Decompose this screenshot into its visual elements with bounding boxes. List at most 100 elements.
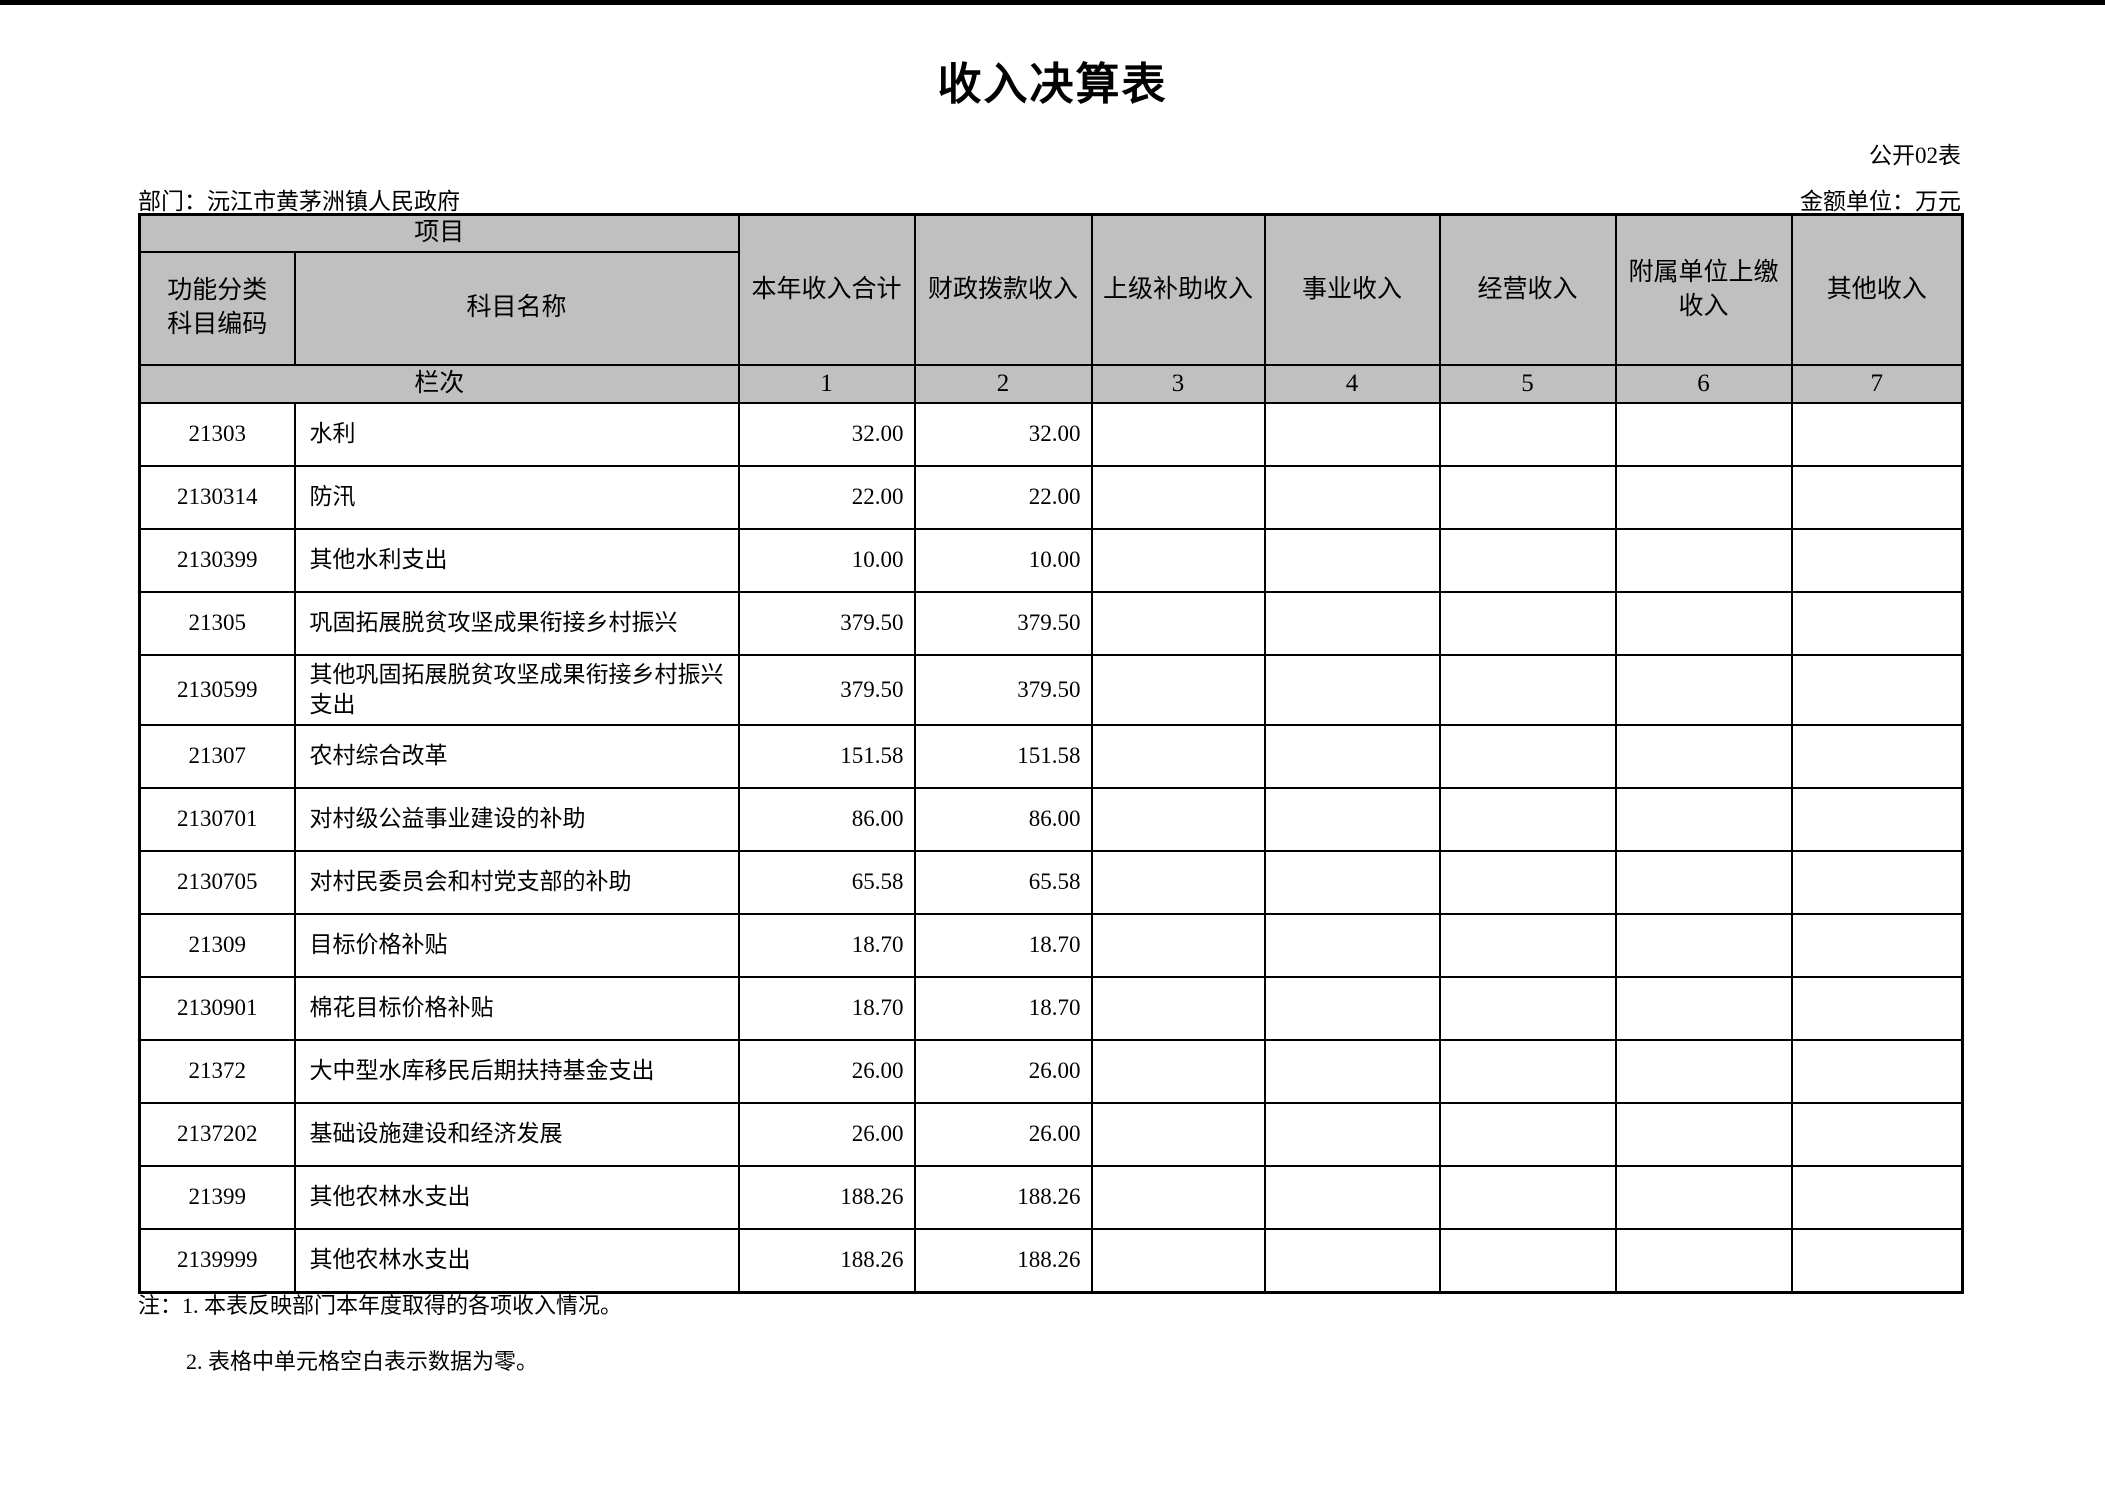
cell-other-income (1790, 1038, 1964, 1104)
header-project: 项目 (138, 213, 740, 253)
cell-business-income (1263, 1227, 1441, 1293)
header-col-total-income: 本年收入合计 (737, 213, 916, 366)
cell-business-income (1263, 975, 1441, 1041)
header-colnum-6: 6 (1614, 363, 1793, 404)
cell-operating-income (1438, 1164, 1617, 1230)
cell-affiliate-remittance (1614, 723, 1793, 789)
header-row-project: 项目 本年收入合计 财政拨款收入 上级补助收入 事业收入 经营收入 附属单位上缴… (138, 213, 1964, 366)
table-header: 项目 本年收入合计 财政拨款收入 上级补助收入 事业收入 经营收入 附属单位上缴… (138, 213, 1964, 404)
header-colnum-1: 1 (737, 363, 916, 404)
cell-business-income (1263, 723, 1441, 789)
cell-superior-subsidy (1090, 653, 1266, 726)
cell-operating-income (1438, 1038, 1617, 1104)
cell-affiliate-remittance (1614, 1227, 1793, 1293)
cell-other-income (1790, 975, 1964, 1041)
cell-superior-subsidy (1090, 1164, 1266, 1230)
cell-affiliate-remittance (1614, 912, 1793, 978)
table-code-label: 公开02表 (1869, 143, 1961, 168)
cell-superior-subsidy (1090, 975, 1266, 1041)
cell-operating-income (1438, 653, 1617, 726)
cell-other-income (1790, 401, 1964, 467)
cell-other-income (1790, 464, 1964, 530)
cell-fiscal-income: 22.00 (913, 464, 1093, 530)
table-row: 21372 大中型水库移民后期扶持基金支出 26.00 26.00 (138, 1038, 1964, 1104)
cell-subject-name: 其他水利支出 (293, 527, 740, 593)
cell-affiliate-remittance (1614, 401, 1793, 467)
cell-operating-income (1438, 723, 1617, 789)
cell-total-income: 18.70 (737, 912, 916, 978)
cell-code: 2130599 (138, 653, 296, 726)
cell-other-income (1790, 849, 1964, 915)
cell-business-income (1263, 653, 1441, 726)
cell-other-income (1790, 590, 1964, 656)
cell-business-income (1263, 590, 1441, 656)
cell-fiscal-income: 379.50 (913, 653, 1093, 726)
cell-fiscal-income: 65.58 (913, 849, 1093, 915)
table-row: 21305 巩固拓展脱贫攻坚成果衔接乡村振兴 379.50 379.50 (138, 590, 1964, 656)
cell-business-income (1263, 912, 1441, 978)
cell-total-income: 26.00 (737, 1101, 916, 1167)
cell-business-income (1263, 464, 1441, 530)
cell-operating-income (1438, 401, 1617, 467)
cell-other-income (1790, 786, 1964, 852)
cell-operating-income (1438, 527, 1617, 593)
cell-business-income (1263, 849, 1441, 915)
cell-operating-income (1438, 786, 1617, 852)
cell-affiliate-remittance (1614, 1164, 1793, 1230)
cell-operating-income (1438, 590, 1617, 656)
cell-subject-name: 农村综合改革 (293, 723, 740, 789)
cell-superior-subsidy (1090, 590, 1266, 656)
cell-superior-subsidy (1090, 723, 1266, 789)
cell-total-income: 86.00 (737, 786, 916, 852)
cell-subject-name: 其他农林水支出 (293, 1164, 740, 1230)
cell-other-income (1790, 1164, 1964, 1230)
header-col-fiscal-income: 财政拨款收入 (913, 213, 1093, 366)
cell-subject-name: 水利 (293, 401, 740, 467)
cell-affiliate-remittance (1614, 590, 1793, 656)
cell-fiscal-income: 18.70 (913, 912, 1093, 978)
page-title: 收入决算表 (937, 60, 1168, 109)
cell-code: 21305 (138, 590, 296, 656)
cell-code: 2137202 (138, 1101, 296, 1167)
unit-label: 金额单位：万元 (1800, 189, 1961, 214)
cell-operating-income (1438, 464, 1617, 530)
cell-affiliate-remittance (1614, 975, 1793, 1041)
cell-code: 2130901 (138, 975, 296, 1041)
cell-code: 2130399 (138, 527, 296, 593)
cell-operating-income (1438, 849, 1617, 915)
cell-business-income (1263, 1101, 1441, 1167)
cell-total-income: 65.58 (737, 849, 916, 915)
cell-fiscal-income: 188.26 (913, 1227, 1093, 1293)
cell-code: 21372 (138, 1038, 296, 1104)
cell-business-income (1263, 1038, 1441, 1104)
header-col-other-income: 其他收入 (1790, 213, 1964, 366)
cell-affiliate-remittance (1614, 1101, 1793, 1167)
table-row: 21307 农村综合改革 151.58 151.58 (138, 723, 1964, 789)
cell-code: 2130701 (138, 786, 296, 852)
table-row: 2130901 棉花目标价格补贴 18.70 18.70 (138, 975, 1964, 1041)
header-col-affiliate-remittance: 附属单位上缴收入 (1614, 213, 1793, 366)
cell-subject-name: 目标价格补贴 (293, 912, 740, 978)
table-row: 2130399 其他水利支出 10.00 10.00 (138, 527, 1964, 593)
cell-subject-name: 基础设施建设和经济发展 (293, 1101, 740, 1167)
cell-operating-income (1438, 1101, 1617, 1167)
meta-row: 部门：沅江市黄茅洲镇人民政府 金额单位：万元 (138, 182, 1961, 216)
cell-subject-name: 其他农林水支出 (293, 1227, 740, 1293)
cell-other-income (1790, 1227, 1964, 1293)
header-col-operating-income: 经营收入 (1438, 213, 1617, 366)
cell-business-income (1263, 786, 1441, 852)
cell-subject-name: 其他巩固拓展脱贫攻坚成果衔接乡村振兴支出 (293, 653, 740, 726)
cell-code: 21303 (138, 401, 296, 467)
header-colnum-3: 3 (1090, 363, 1266, 404)
header-colnum-5: 5 (1438, 363, 1617, 404)
table-row: 2130701 对村级公益事业建设的补助 86.00 86.00 (138, 786, 1964, 852)
cell-superior-subsidy (1090, 786, 1266, 852)
cell-total-income: 379.50 (737, 653, 916, 726)
cell-operating-income (1438, 1227, 1617, 1293)
cell-total-income: 188.26 (737, 1164, 916, 1230)
note-line-2: 2. 表格中单元格空白表示数据为零。 (186, 1349, 539, 1374)
header-row-subject: 功能分类科目编码 科目名称 (138, 250, 1963, 366)
cell-code: 21309 (138, 912, 296, 978)
cell-superior-subsidy (1090, 1101, 1266, 1167)
